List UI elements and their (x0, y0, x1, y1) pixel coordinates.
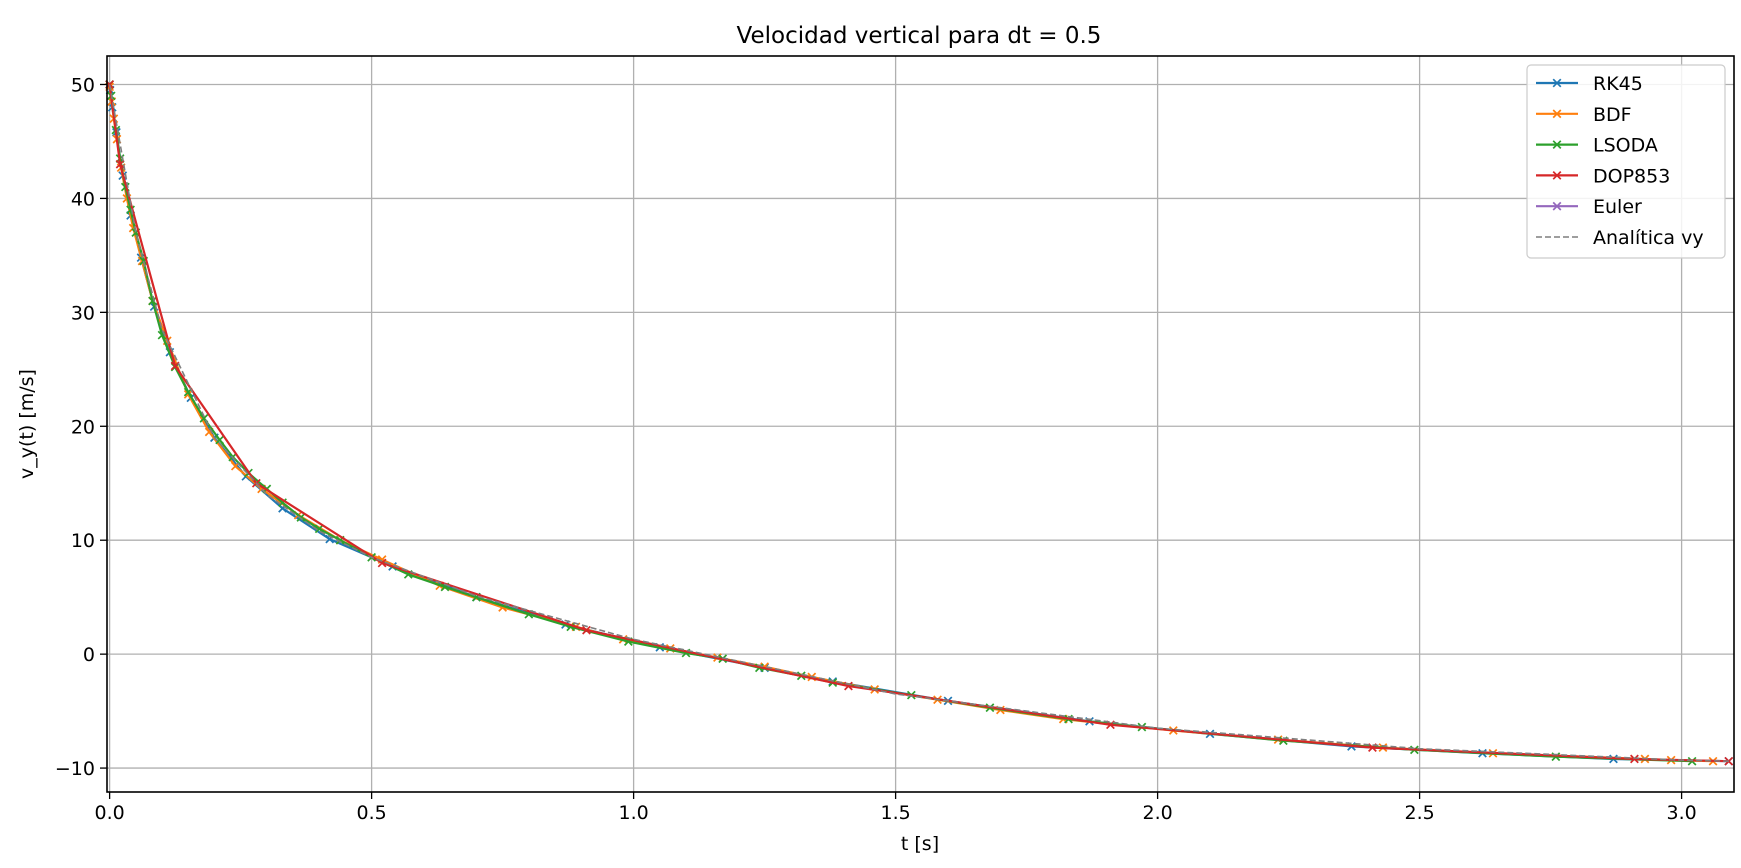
x-tick-label: 3.0 (1666, 802, 1696, 824)
chart-title: Velocidad vertical para dt = 0.5 (737, 23, 1102, 49)
y-tick-label: 10 (71, 530, 95, 552)
y-tick-label: 30 (71, 302, 95, 324)
data-point-marker (215, 435, 225, 445)
series-line-anal-tica-vy (108, 84, 1729, 762)
x-tick-label: 2.0 (1142, 802, 1172, 824)
legend-label: BDF (1593, 104, 1632, 126)
legend-item-anal-tica-vy: Analítica vy (1536, 227, 1704, 249)
data-point-marker (1552, 170, 1562, 180)
data-point-marker (582, 625, 591, 635)
legend-item-dop853: DOP853 (1536, 165, 1670, 187)
data-point-marker (1552, 140, 1562, 150)
y-tick-label: 40 (71, 188, 95, 210)
legend-item-rk45: RK45 (1536, 73, 1643, 95)
data-point-marker (157, 330, 167, 340)
series-layer (105, 80, 1734, 766)
data-point-marker (314, 524, 324, 534)
grid-lines (107, 56, 1734, 792)
legend-item-euler: Euler (1536, 196, 1642, 218)
x-tick-label: 1.0 (619, 802, 649, 824)
x-axis-ticks: 0.0 0.5 1.0 1.5 2.0 2.5 3.0 (95, 792, 1697, 824)
data-point-marker (1630, 754, 1639, 764)
x-tick-label: 2.5 (1404, 802, 1434, 824)
legend-label: Euler (1593, 196, 1642, 218)
x-axis-label: t [s] (901, 833, 939, 855)
legend-label: LSODA (1593, 135, 1658, 157)
legend-label: DOP853 (1593, 165, 1670, 187)
data-point-marker (1552, 201, 1562, 211)
legend-label: Analítica vy (1593, 227, 1704, 249)
data-point-marker (148, 296, 157, 306)
series-anal-tica-vy (108, 84, 1729, 762)
plot-frame (106, 55, 1735, 793)
data-point-marker (278, 498, 287, 508)
x-tick-label: 0.5 (357, 802, 387, 824)
y-axis-ticks: −10 0 10 20 30 40 50 (55, 74, 107, 780)
y-tick-label: 0 (83, 644, 95, 666)
y-axis-label: v_y(t) [m/s] (16, 369, 38, 479)
y-tick-label: 50 (71, 74, 95, 96)
data-point-marker (1552, 109, 1562, 119)
legend: RK45 BDF LSODA DOP853 Euler Analítica vy (1526, 64, 1726, 259)
data-point-marker (1552, 78, 1562, 88)
legend-item-bdf: BDF (1536, 104, 1632, 126)
data-point-marker (115, 159, 125, 169)
legend-label: RK45 (1593, 73, 1643, 95)
x-tick-label: 0.0 (95, 802, 125, 824)
y-tick-label: −10 (55, 758, 95, 780)
legend-item-lsoda: LSODA (1536, 135, 1658, 157)
y-tick-label: 20 (71, 416, 95, 438)
x-tick-label: 1.5 (881, 802, 911, 824)
